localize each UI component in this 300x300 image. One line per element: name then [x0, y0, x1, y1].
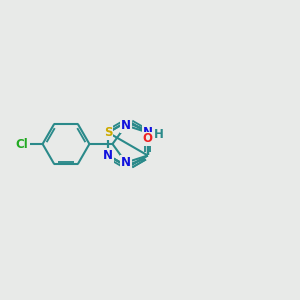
Text: H: H: [154, 128, 164, 141]
Text: N: N: [121, 156, 131, 169]
Text: N: N: [121, 119, 131, 132]
Text: N: N: [103, 149, 113, 162]
Text: S: S: [104, 126, 112, 139]
Text: Cl: Cl: [16, 137, 28, 151]
Text: O: O: [143, 133, 153, 146]
Text: N: N: [143, 126, 153, 139]
